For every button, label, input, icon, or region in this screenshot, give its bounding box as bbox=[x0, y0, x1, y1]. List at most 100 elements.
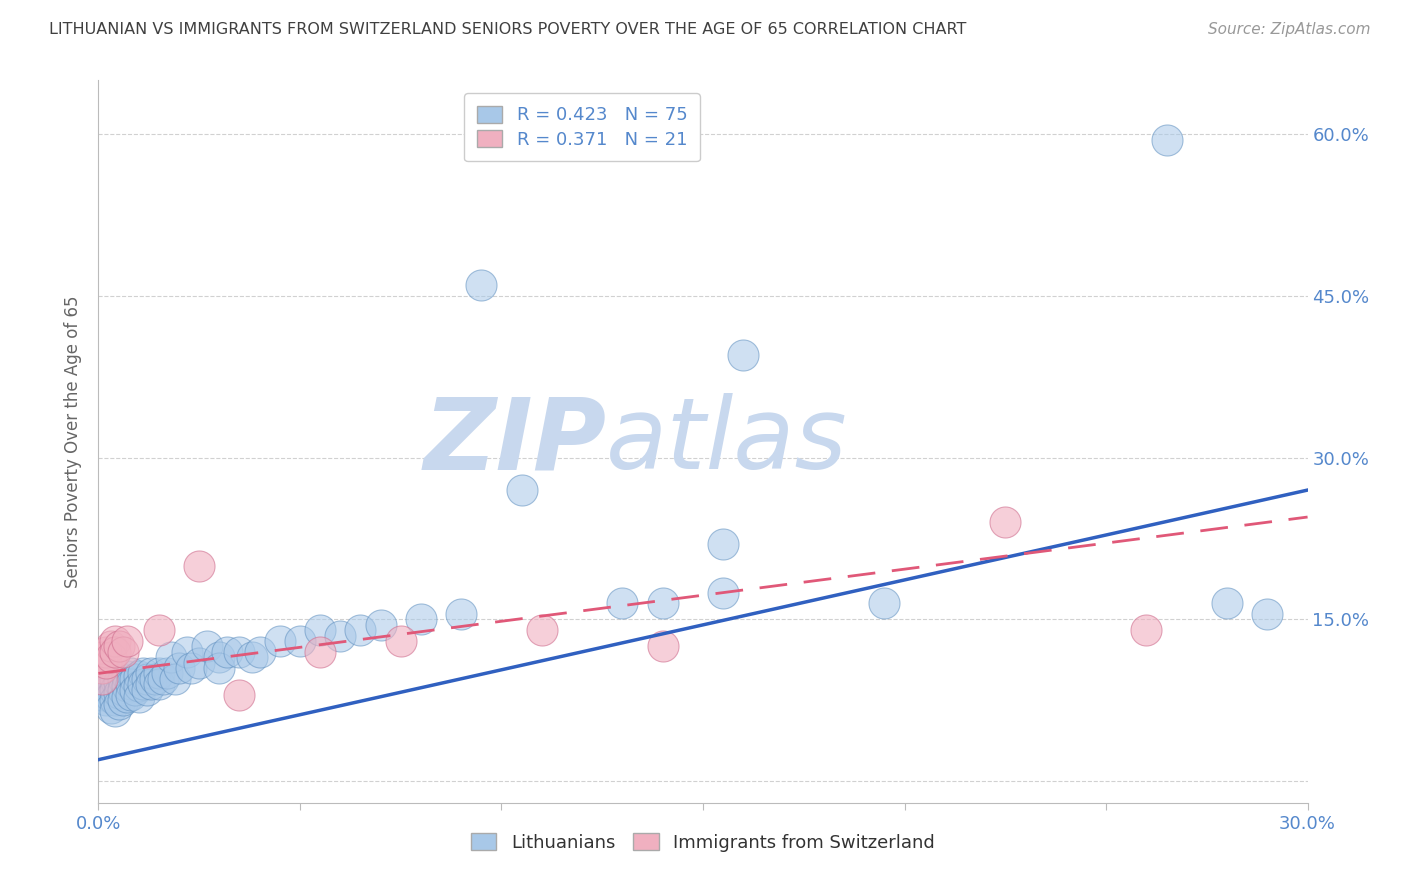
Point bbox=[96, 693, 118, 707]
Point bbox=[651, 640, 673, 654]
Point bbox=[1156, 132, 1178, 146]
Point bbox=[1256, 607, 1278, 621]
Point bbox=[143, 672, 166, 686]
Point bbox=[111, 682, 134, 697]
Point bbox=[120, 666, 142, 681]
Point bbox=[309, 624, 332, 638]
Point bbox=[128, 679, 150, 693]
Point bbox=[530, 624, 553, 638]
Point bbox=[711, 585, 734, 599]
Point bbox=[91, 688, 114, 702]
Point bbox=[111, 672, 134, 686]
Point bbox=[409, 612, 432, 626]
Point bbox=[96, 666, 118, 681]
Point bbox=[450, 607, 472, 621]
Point bbox=[107, 675, 129, 690]
Point bbox=[100, 640, 122, 654]
Point bbox=[115, 668, 138, 682]
Point bbox=[873, 596, 896, 610]
Point bbox=[132, 677, 155, 691]
Point bbox=[733, 348, 755, 362]
Point bbox=[128, 690, 150, 705]
Point bbox=[115, 690, 138, 705]
Point bbox=[120, 677, 142, 691]
Point bbox=[163, 672, 186, 686]
Point bbox=[612, 596, 634, 610]
Point bbox=[309, 645, 332, 659]
Point bbox=[124, 682, 146, 697]
Point bbox=[510, 483, 533, 497]
Point bbox=[91, 650, 114, 665]
Point bbox=[240, 650, 263, 665]
Point bbox=[115, 634, 138, 648]
Point bbox=[208, 650, 231, 665]
Text: LITHUANIAN VS IMMIGRANTS FROM SWITZERLAND SENIORS POVERTY OVER THE AGE OF 65 COR: LITHUANIAN VS IMMIGRANTS FROM SWITZERLAN… bbox=[49, 22, 966, 37]
Text: atlas: atlas bbox=[606, 393, 848, 490]
Point bbox=[135, 672, 157, 686]
Text: Source: ZipAtlas.com: Source: ZipAtlas.com bbox=[1208, 22, 1371, 37]
Point bbox=[103, 693, 125, 707]
Point bbox=[96, 677, 118, 691]
Point bbox=[103, 704, 125, 718]
Point bbox=[91, 672, 114, 686]
Point bbox=[132, 666, 155, 681]
Point bbox=[188, 656, 211, 670]
Point bbox=[176, 645, 198, 659]
Point bbox=[120, 688, 142, 702]
Point bbox=[139, 666, 162, 681]
Point bbox=[1216, 596, 1239, 610]
Point bbox=[188, 558, 211, 573]
Point bbox=[470, 278, 492, 293]
Point bbox=[288, 634, 311, 648]
Point bbox=[389, 634, 412, 648]
Point bbox=[152, 672, 174, 686]
Point bbox=[228, 688, 250, 702]
Point bbox=[651, 596, 673, 610]
Point bbox=[128, 668, 150, 682]
Point bbox=[148, 624, 170, 638]
Point bbox=[269, 634, 291, 648]
Point bbox=[135, 682, 157, 697]
Point bbox=[100, 668, 122, 682]
Point bbox=[91, 682, 114, 697]
Point bbox=[167, 661, 190, 675]
Point bbox=[111, 693, 134, 707]
Point bbox=[96, 656, 118, 670]
Point bbox=[100, 679, 122, 693]
Point bbox=[208, 661, 231, 675]
Point bbox=[103, 672, 125, 686]
Point bbox=[160, 650, 183, 665]
Point bbox=[249, 645, 271, 659]
Point bbox=[148, 677, 170, 691]
Point bbox=[1135, 624, 1157, 638]
Point bbox=[96, 686, 118, 700]
Point bbox=[180, 661, 202, 675]
Point bbox=[370, 618, 392, 632]
Point bbox=[107, 697, 129, 711]
Point bbox=[103, 645, 125, 659]
Text: ZIP: ZIP bbox=[423, 393, 606, 490]
Legend: Lithuanians, Immigrants from Switzerland: Lithuanians, Immigrants from Switzerland bbox=[464, 826, 942, 859]
Point bbox=[111, 645, 134, 659]
Point bbox=[228, 645, 250, 659]
Point bbox=[329, 629, 352, 643]
Point bbox=[994, 516, 1017, 530]
Point bbox=[217, 645, 239, 659]
Point bbox=[91, 672, 114, 686]
Point bbox=[100, 650, 122, 665]
Point bbox=[711, 537, 734, 551]
Point bbox=[107, 686, 129, 700]
Point bbox=[195, 640, 218, 654]
Point bbox=[103, 682, 125, 697]
Point bbox=[115, 679, 138, 693]
Point bbox=[107, 640, 129, 654]
Point bbox=[100, 701, 122, 715]
Point bbox=[100, 690, 122, 705]
Point bbox=[91, 661, 114, 675]
Point bbox=[103, 634, 125, 648]
Point bbox=[96, 645, 118, 659]
Point bbox=[349, 624, 371, 638]
Point bbox=[148, 666, 170, 681]
Point bbox=[124, 672, 146, 686]
Y-axis label: Seniors Poverty Over the Age of 65: Seniors Poverty Over the Age of 65 bbox=[65, 295, 83, 588]
